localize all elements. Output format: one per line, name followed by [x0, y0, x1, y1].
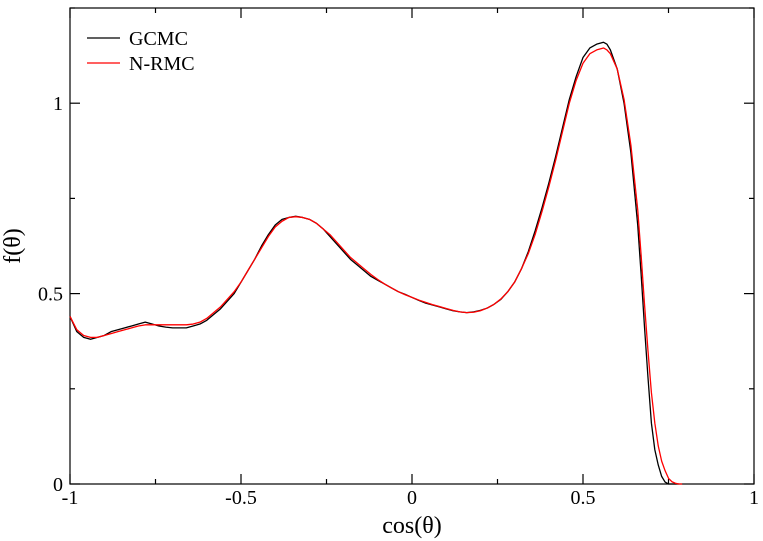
- x-tick-label: 1: [749, 487, 759, 509]
- y-tick-label: 0: [53, 474, 63, 496]
- x-tick-label: 0.5: [571, 487, 596, 509]
- series-line-n-rmc: [69, 47, 683, 485]
- x-tick-label: -1: [62, 487, 79, 509]
- x-tick-label: -0.5: [225, 487, 257, 509]
- plot-frame: [69, 7, 755, 485]
- series-lines: [69, 41, 683, 485]
- y-tick-label: 1: [53, 93, 63, 115]
- legend-label: N-RMC: [129, 53, 195, 75]
- x-tick-label: 0: [407, 487, 417, 509]
- legend: GCMC N-RMC: [87, 28, 195, 75]
- y-axis-label: f(θ): [0, 228, 26, 263]
- y-tick-label: 0.5: [38, 284, 63, 306]
- series-line-gcmc: [69, 41, 679, 485]
- legend-label: GCMC: [129, 28, 188, 50]
- axis-ticks: -1 -0.5 0 0.5 1 0 0.5 1: [38, 7, 759, 509]
- x-axis-label: cos(θ): [382, 513, 441, 539]
